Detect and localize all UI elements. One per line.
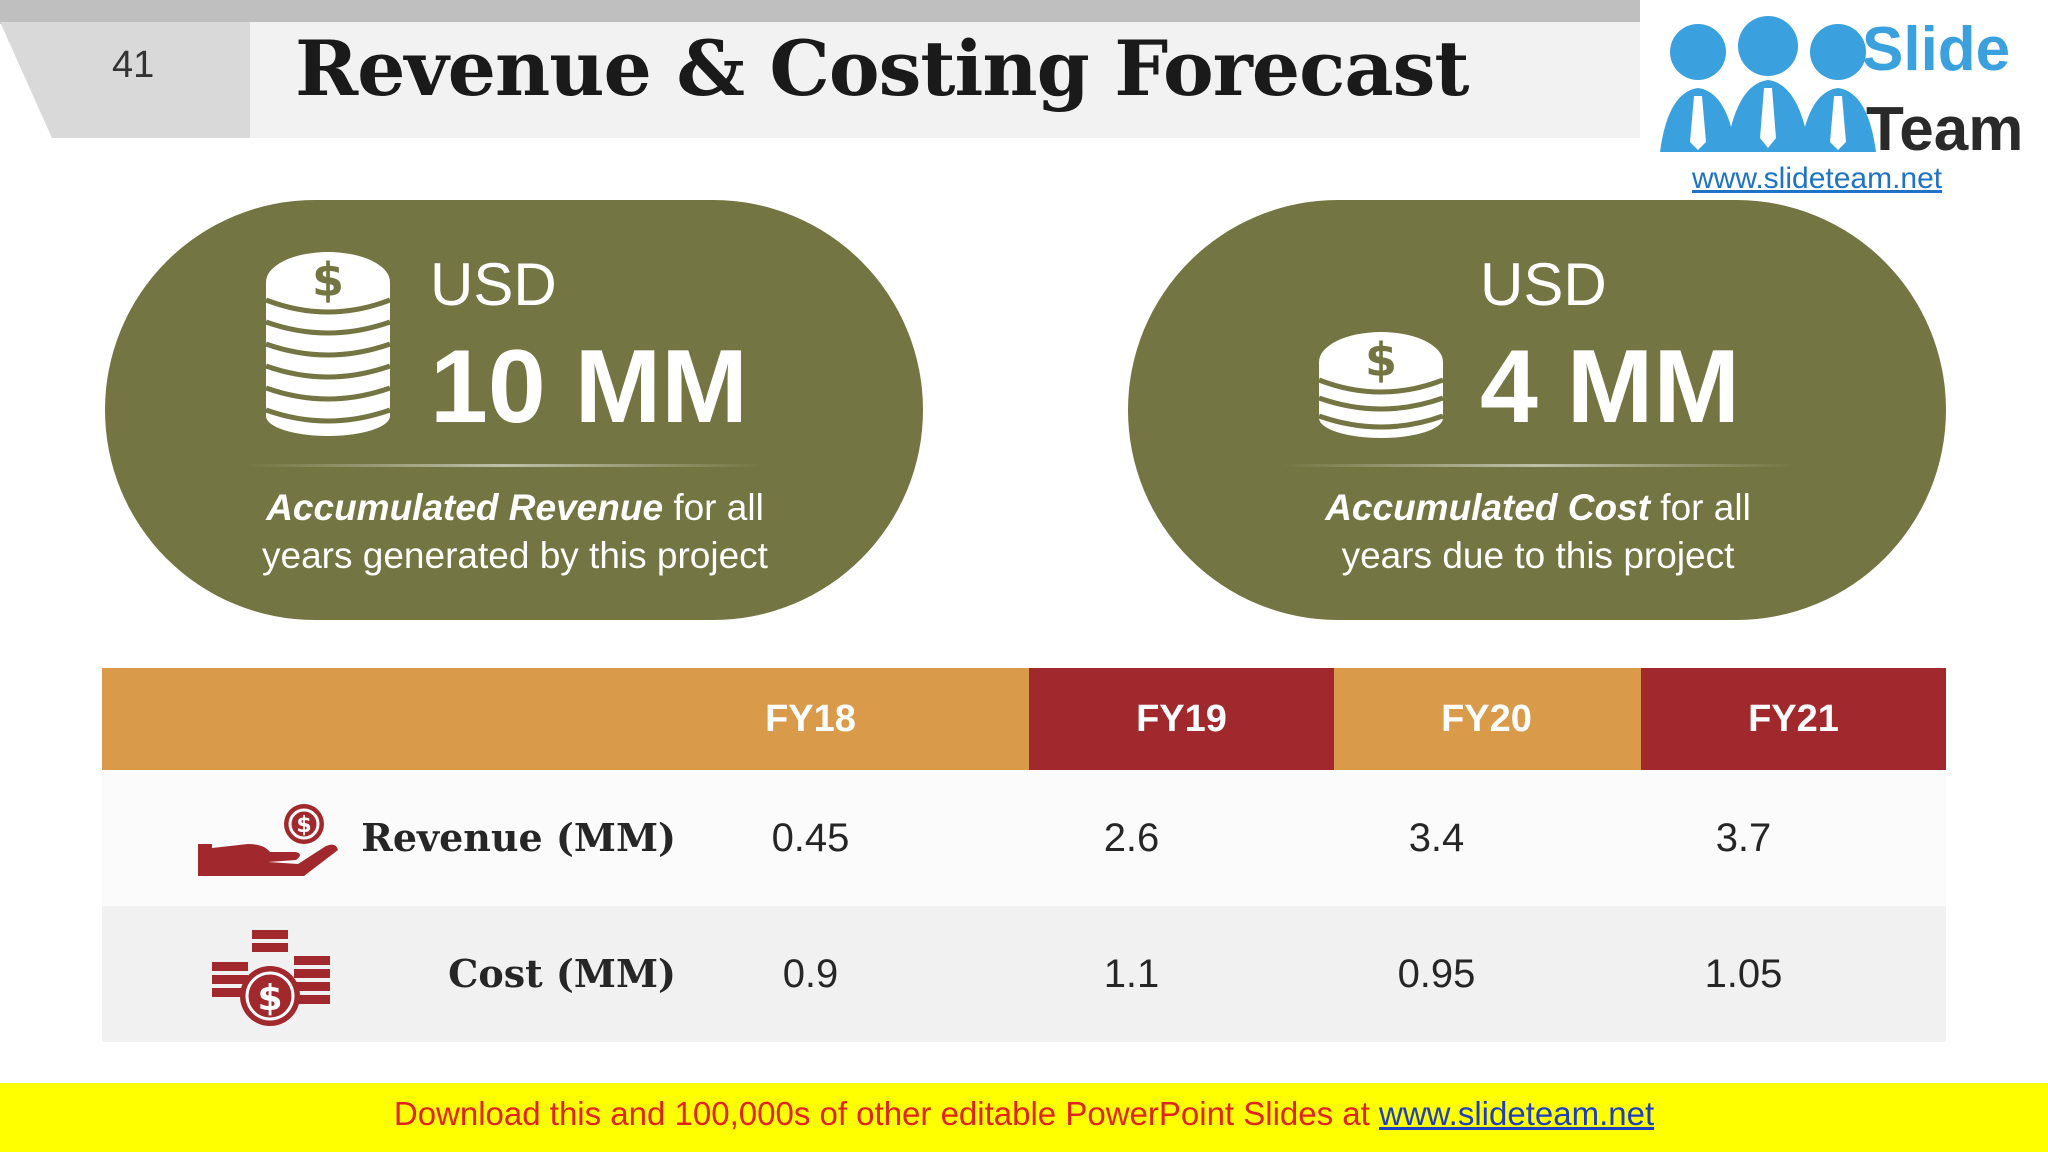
forecast-table: FY18 FY19 FY20 FY21 $ Revenue (MM) 0.45 … [102,668,1946,1042]
cell-cost-fy21: 1.05 [1704,952,1783,996]
footer-text: Download this and 100,000s of other edit… [0,1095,2048,1133]
revenue-description: Accumulated Revenue for all years genera… [185,484,845,580]
slideteam-logo[interactable]: Slide Team www.slideteam.net [1640,0,2048,200]
header-fy18: FY18 [765,698,856,740]
revenue-currency: USD [430,251,557,318]
svg-text:$: $ [296,813,311,838]
logo-word-slide: Slide [1862,15,2011,84]
revenue-desc-bold: Accumulated Revenue [266,487,664,528]
hand-coin-icon: $ [198,804,338,876]
header-fy19: FY19 [1029,668,1334,770]
logo-url-link[interactable]: www.slideteam.net [1692,162,1943,195]
svg-text:$: $ [1365,333,1397,387]
cost-desc-bold: Accumulated Cost [1325,487,1651,528]
cost-card: $ USD 4 MM Accumulated Cost for all year… [1128,200,1946,620]
cost-divider [1278,464,1798,467]
table-row-cost: $ Cost (MM) 0.9 1.1 0.95 1.05 [102,906,1946,1042]
top-strip [0,0,1640,24]
cost-desc-line2: years due to this project [1341,535,1735,576]
footer-message: Download this and 100,000s of other edit… [393,1095,1379,1132]
logo-word-team: Team [1866,95,2024,164]
slide-number-tab [0,22,290,138]
cell-cost-fy19: 1.1 [1103,952,1160,996]
cost-description: Accumulated Cost for all years due to th… [1208,484,1868,580]
cell-cost-fy20: 0.95 [1397,952,1476,996]
cost-amount: 4 MM [1480,329,1740,445]
table-row-revenue: $ Revenue (MM) 0.45 2.6 3.4 3.7 [102,770,1946,906]
cell-revenue-fy18: 0.45 [771,816,850,860]
revenue-desc-rest: for all [663,487,764,528]
revenue-amount: 10 MM [430,329,748,445]
revenue-desc-line2: years generated by this project [262,535,768,576]
money-stacks-icon: $ [212,930,330,1026]
row-label-revenue: Revenue (MM) [361,815,676,860]
cost-currency: USD [1480,251,1607,318]
header-fy21: FY21 [1641,668,1946,770]
revenue-divider [245,464,765,467]
cell-revenue-fy21: 3.7 [1715,816,1772,860]
cell-revenue-fy19: 2.6 [1103,816,1160,860]
slide-title: Revenue & Costing Forecast [295,24,1470,113]
header-fy20: FY20 [1441,698,1532,740]
table-header: FY18 FY19 FY20 FY21 [102,668,1946,770]
revenue-card: $ USD 10 MM Accumulated Revenue for all … [105,200,923,620]
row-label-cost: Cost (MM) [448,951,676,996]
svg-text:$: $ [312,253,344,307]
coin-stack-icon: $ [1318,332,1444,438]
cell-revenue-fy20: 3.4 [1408,816,1465,860]
coin-stack-icon: $ [265,252,391,436]
title-bar [250,22,1640,138]
svg-text:$: $ [257,978,282,1019]
footer-link[interactable]: www.slideteam.net [1379,1095,1655,1132]
download-banner: Download this and 100,000s of other edit… [0,1083,2048,1152]
slide-number: 41 [112,44,155,86]
cell-cost-fy18: 0.9 [782,952,839,996]
people-icon [1660,16,1876,152]
cost-desc-rest: for all [1650,487,1751,528]
